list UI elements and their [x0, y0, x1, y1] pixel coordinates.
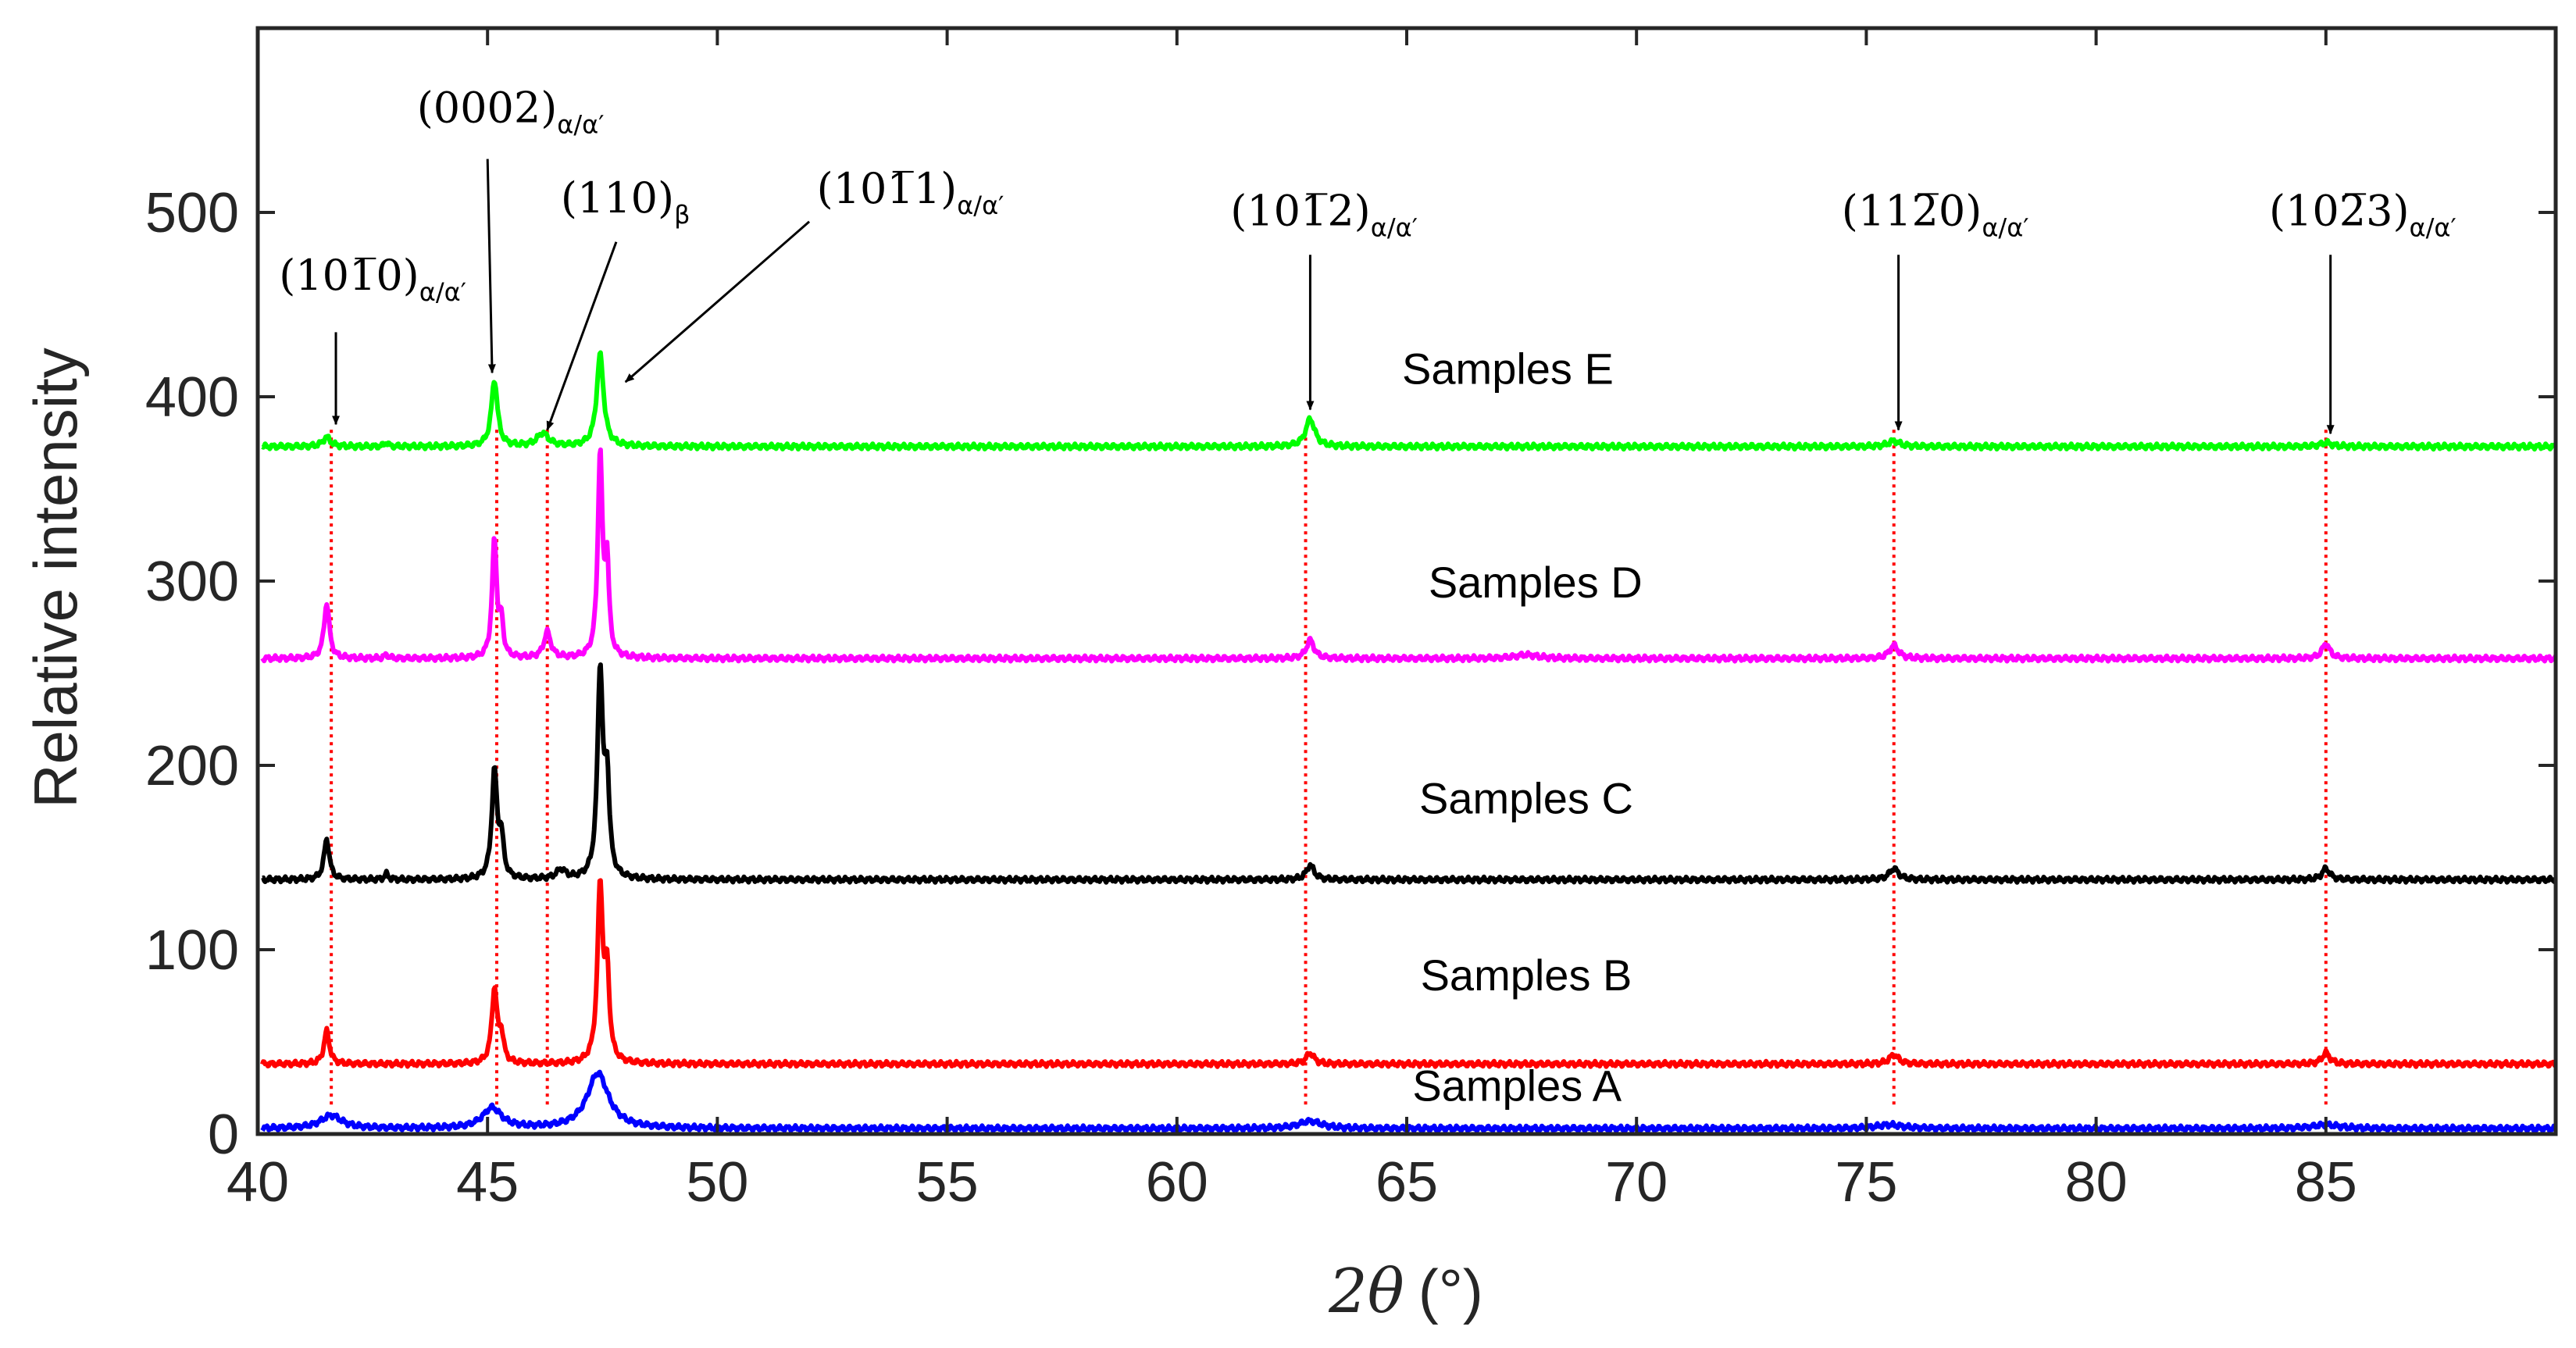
- x-tick-label-65: 65: [1375, 1151, 1438, 1214]
- peak-label-6: (102̅3)α/α′: [2269, 187, 2456, 243]
- x-axis-unit: (°): [1418, 1257, 1483, 1325]
- x-tick-label-85: 85: [2295, 1151, 2357, 1214]
- x-tick-label-50: 50: [686, 1151, 748, 1214]
- peak-label-5: (112̅0)α/α′: [1842, 187, 2029, 243]
- series-layer: [260, 350, 2556, 1134]
- y-tick-label-100: 100: [145, 919, 239, 982]
- peak-label-4: (101̅2)α/α′: [1230, 187, 1418, 243]
- peak-label-3: (101̅1)α/α′: [817, 164, 1004, 220]
- x-tick-label-55: 55: [916, 1151, 979, 1214]
- series-label-samples-a: Samples A: [1412, 1061, 1622, 1111]
- x-tick-label-60: 60: [1146, 1151, 1208, 1214]
- series-label-samples-d: Samples D: [1429, 558, 1643, 607]
- peak-arrow-3: [624, 220, 811, 383]
- y-tick-label-0: 0: [208, 1104, 239, 1166]
- peak-label-0: (101̅0)α/α′: [279, 251, 466, 307]
- annotation-layer: (101̅0)α/α′ (0002)α/α′ (110)β (101̅1)α/α′ (1…: [279, 83, 2456, 435]
- x-axis-title: 2θ (°): [1328, 1257, 1483, 1327]
- y-tick-label-300: 300: [145, 551, 239, 613]
- axes-layer: 40 45 50 55 60 65 70 75 80 85 0 100 200 300 400 500: [145, 26, 2558, 1214]
- y-tick-label-500: 500: [145, 182, 239, 244]
- series-line-samples-c: [261, 662, 2556, 885]
- series-label-samples-c: Samples C: [1419, 773, 1633, 822]
- y-tick-label-200: 200: [145, 735, 239, 797]
- series-line-samples-b: [260, 878, 2556, 1069]
- series-label-samples-b: Samples B: [1421, 950, 1632, 1000]
- series-line-samples-e: [261, 350, 2556, 452]
- x-tick-label-45: 45: [456, 1151, 519, 1214]
- series-label-samples-e: Samples E: [1402, 344, 1614, 393]
- peak-label-2: (110)β: [561, 173, 690, 230]
- series-line-samples-d: [260, 447, 2556, 664]
- series-label-layer: Samples A Samples B Samples C Samples D Samp…: [1402, 344, 1643, 1110]
- x-tick-label-40: 40: [227, 1151, 289, 1214]
- peak-arrow-1: [486, 159, 496, 374]
- x-tick-label-80: 80: [2065, 1151, 2128, 1214]
- y-tick-label-400: 400: [145, 366, 239, 429]
- x-tick-label-75: 75: [1835, 1151, 1897, 1214]
- y-axis-title: Relative intensity: [21, 348, 90, 808]
- x-tick-label-70: 70: [1605, 1151, 1668, 1214]
- x-axis-symbol: 2θ: [1328, 1257, 1404, 1327]
- peak-label-1: (0002)α/α′: [417, 83, 605, 139]
- series-line-samples-a: [260, 1069, 2556, 1134]
- peak-arrow-2: [546, 241, 618, 431]
